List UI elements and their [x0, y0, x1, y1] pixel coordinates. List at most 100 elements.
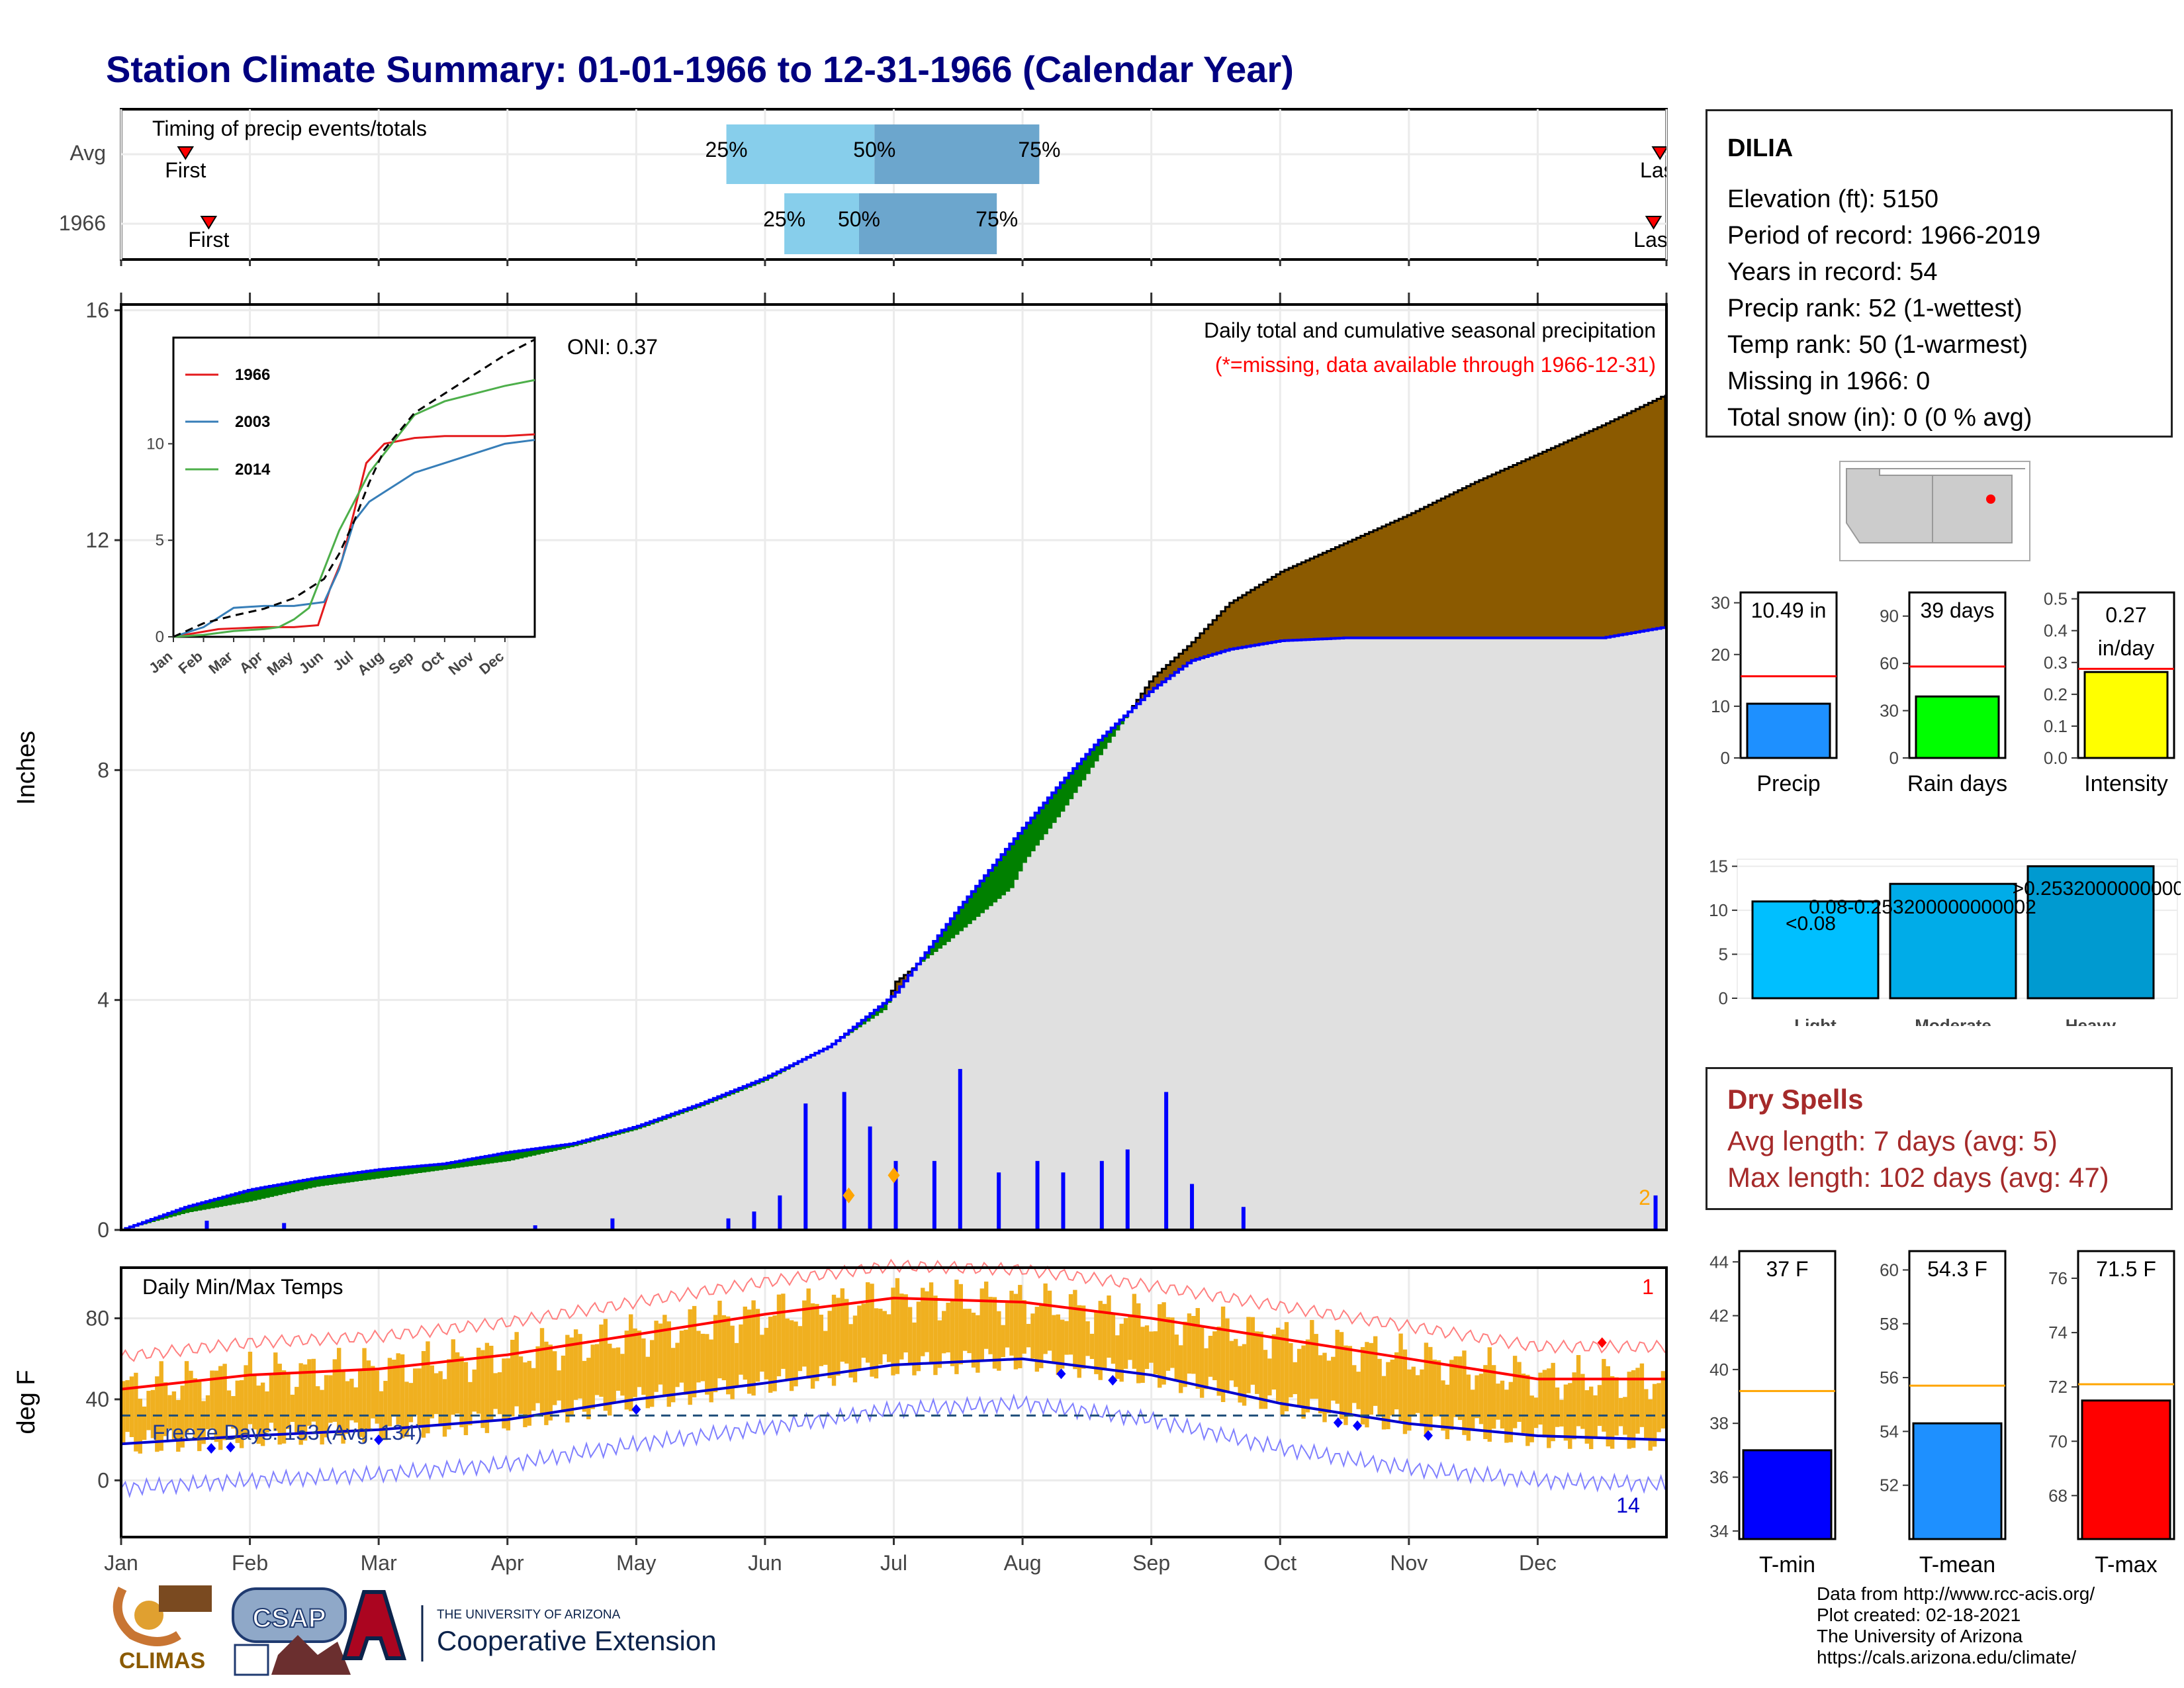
daily-temp-bar — [336, 1348, 341, 1436]
daily-temp-bar — [1144, 1325, 1150, 1370]
record-low-marker — [206, 1442, 216, 1454]
daily-temp-bar — [666, 1321, 671, 1407]
daily-temp-bar — [1356, 1372, 1361, 1409]
daily-temp-bar — [451, 1339, 455, 1415]
daily-temp-bar — [1457, 1356, 1463, 1421]
daily-precip-flag — [887, 1167, 900, 1184]
climas-logo: CLIMAS — [113, 1585, 212, 1673]
daily-temp-bar — [1275, 1327, 1281, 1401]
daily-temp-bar — [392, 1360, 396, 1417]
daily-temp-bar — [946, 1302, 950, 1353]
inset-line-average — [173, 338, 535, 638]
timing-q25-label: 25% — [763, 207, 805, 231]
daily-temp-bar — [210, 1370, 214, 1429]
temp-bar-tick-label: 60 — [1880, 1260, 1899, 1280]
daily-temp-bar — [641, 1338, 646, 1395]
daily-temp-bar — [311, 1358, 316, 1422]
daily-temp-bar — [1618, 1397, 1623, 1427]
mini-bar-tick-label: 0 — [1889, 748, 1899, 768]
temp-bar-value-label: 71.5 F — [2096, 1257, 2156, 1281]
daily-temp-bar — [700, 1333, 705, 1382]
temp-bar-tick-label: 74 — [2048, 1323, 2068, 1342]
daily-temp-bar — [1627, 1372, 1631, 1449]
daily-temp-bar — [1479, 1374, 1484, 1425]
daily-temp-bar — [290, 1394, 295, 1422]
daily-temp-bar — [349, 1378, 354, 1421]
first-event-marker — [177, 146, 195, 160]
daily-temp-bar — [794, 1321, 798, 1387]
daily-temp-bar — [1094, 1311, 1099, 1374]
daily-temp-bar — [696, 1331, 701, 1383]
daily-temp-bar — [332, 1359, 337, 1422]
timing-q25-label: 25% — [705, 138, 748, 162]
mini-bar-value — [1746, 702, 1831, 759]
daily-temp-bar — [1271, 1334, 1277, 1390]
daily-temp-bar — [1432, 1359, 1437, 1417]
daily-temp-bar — [362, 1348, 367, 1442]
daily-temp-bar — [214, 1370, 219, 1442]
month-tick-label: Oct — [1263, 1551, 1297, 1575]
daily-precip-flag — [842, 1187, 855, 1203]
daily-temp-bar — [781, 1293, 786, 1369]
ua-a-emblem — [341, 1590, 407, 1660]
daily-temp-bar — [739, 1324, 743, 1375]
events-tick-label: 5 — [1719, 945, 1728, 964]
ua-name: THE UNIVERSITY OF ARIZONA — [437, 1608, 621, 1622]
daily-temp-bar — [1614, 1377, 1619, 1436]
csap-logo: CSAP — [232, 1587, 351, 1676]
month-tick-label: Nov — [1390, 1551, 1428, 1575]
daily-temp-bar — [256, 1385, 261, 1444]
daily-temp-bar — [1500, 1380, 1505, 1429]
daily-temp-bar — [387, 1358, 392, 1427]
daily-temp-bar — [937, 1320, 942, 1368]
mini-bar-name: Rain days — [1907, 771, 2007, 796]
daily-temp-bar — [506, 1358, 511, 1430]
precip-panel: 0 4 8 12 16 Inches Daily total and cumulativ… — [13, 293, 1668, 1242]
daily-temp-bar — [1572, 1372, 1576, 1440]
daily-temp-bar — [840, 1288, 845, 1362]
legend-label-2014: 2014 — [235, 461, 271, 479]
daily-temp-bar — [244, 1365, 248, 1436]
daily-temp-bar — [1246, 1317, 1251, 1393]
station-snow: Total snow (in): 0 (0 % avg) — [1727, 404, 2032, 432]
precip-ytick-label: 0 — [97, 1218, 109, 1242]
daily-temp-bar — [895, 1278, 900, 1374]
station-period: Period of record: 1966-2019 — [1727, 222, 2041, 250]
daily-temp-bar — [1347, 1346, 1353, 1414]
month-tick-label: Apr — [491, 1551, 524, 1575]
daily-temp-bar — [692, 1305, 697, 1397]
daily-temp-bar — [248, 1352, 253, 1425]
daily-temp-bar — [1491, 1365, 1496, 1429]
daily-temp-bar — [1373, 1336, 1378, 1406]
daily-temp-bar — [1034, 1307, 1040, 1372]
daily-temp-bar — [709, 1339, 713, 1403]
daily-temp-bar — [578, 1334, 582, 1399]
daily-precip-bar — [868, 1126, 872, 1230]
daily-precip-bar — [1190, 1184, 1195, 1230]
daily-temp-bar — [721, 1315, 727, 1381]
precip-plot — [121, 395, 1667, 1231]
daily-precip-bar — [752, 1211, 756, 1230]
daily-temp-bar — [226, 1390, 232, 1427]
mini-bar-value — [2083, 671, 2169, 759]
daily-temp-bar — [353, 1387, 358, 1423]
last-event-marker — [1651, 146, 1666, 160]
daily-temp-bar — [1005, 1303, 1010, 1348]
daily-temp-bar — [375, 1370, 379, 1424]
mini-bar-unit-label: in/day — [2098, 636, 2154, 660]
climas-wordmark: CLIMAS — [119, 1648, 205, 1673]
daily-temp-bar — [760, 1335, 764, 1372]
daily-temp-bar — [295, 1387, 299, 1432]
daily-temp-bar — [1386, 1362, 1390, 1430]
record-low-marker — [1333, 1417, 1343, 1429]
daily-temp-bar — [594, 1344, 600, 1395]
last-event-label: Last — [1633, 228, 1674, 252]
daily-temp-bar — [396, 1353, 400, 1425]
record-low-line — [120, 1393, 1666, 1499]
daily-temp-bar — [899, 1293, 904, 1360]
precip-panel-frame — [120, 303, 1668, 1231]
daily-temp-bar — [768, 1317, 773, 1393]
daily-temp-bar — [1335, 1329, 1340, 1404]
daily-temp-bar — [967, 1309, 972, 1354]
month-tick-label: May — [616, 1551, 656, 1575]
